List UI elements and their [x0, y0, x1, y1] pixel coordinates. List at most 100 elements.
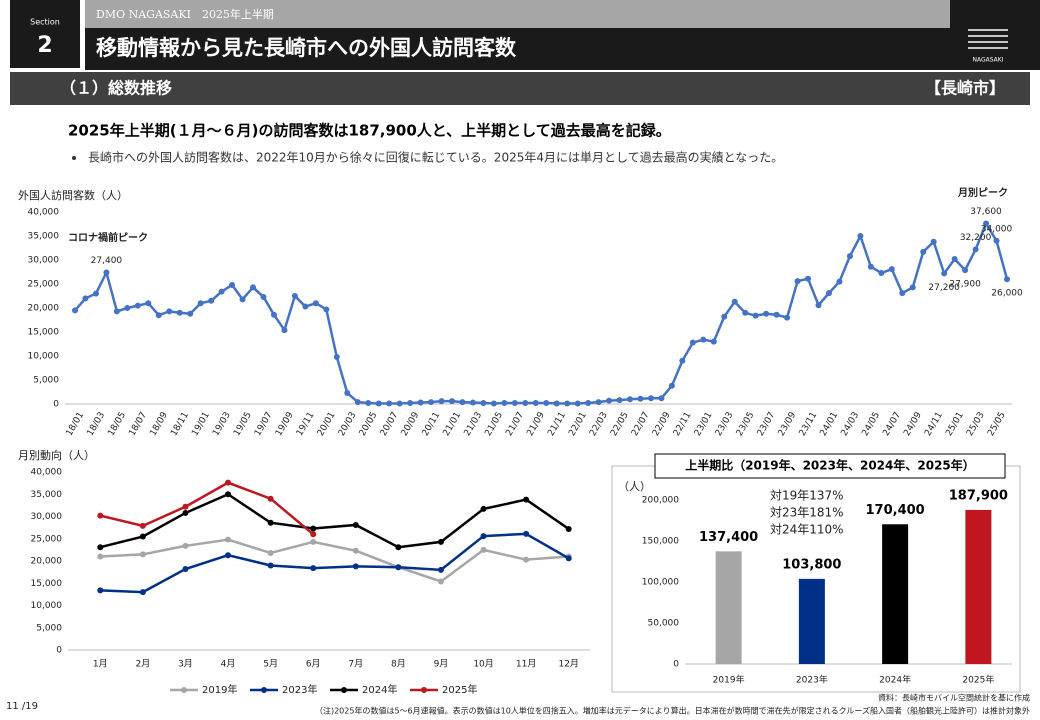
data-point — [250, 284, 257, 291]
x-tick-label: 25/03 — [965, 411, 987, 438]
page-number: 11 /19 — [6, 701, 38, 712]
y-tick-label: 25,000 — [28, 280, 60, 290]
data-point — [794, 278, 801, 285]
subheader-title: （１）総数推移 — [60, 79, 172, 98]
x-tick-label: 21/05 — [483, 411, 505, 438]
subheader-region: 【長崎市】 — [925, 79, 1005, 98]
x-tick-label: 2025年 — [962, 674, 994, 686]
x-tick-label: 2月 — [136, 659, 151, 670]
data-point — [365, 400, 372, 407]
annotation: 対24年110% — [770, 523, 844, 537]
data-point — [225, 491, 232, 498]
top-band — [85, 0, 950, 28]
data-point — [155, 312, 162, 319]
x-tick-label: 21/09 — [525, 410, 547, 438]
y-tick-label: 200,000 — [642, 496, 679, 506]
legend-marker — [261, 687, 267, 693]
y-tick-label: 50,000 — [648, 619, 680, 629]
headline: 2025年上半期(１月～６月)の訪問客数は187,900人と、上半期として過去最… — [68, 122, 671, 140]
data-point — [459, 399, 466, 406]
data-point — [139, 551, 146, 558]
data-point — [480, 400, 487, 407]
annotation: 対23年181% — [770, 506, 844, 520]
y-tick-label: 25,000 — [31, 534, 63, 544]
x-tick-label: 24/03 — [840, 411, 862, 438]
data-label: 170,400 — [866, 503, 925, 518]
data-point — [523, 530, 530, 537]
data-line — [74, 220, 1009, 405]
data-point — [145, 300, 152, 307]
y-tick-label: 0 — [53, 400, 59, 410]
data-point — [97, 544, 104, 551]
data-point — [480, 505, 487, 512]
data-point — [909, 284, 916, 291]
data-point — [97, 512, 104, 519]
x-tick-label: 21/07 — [504, 411, 526, 438]
data-point — [637, 395, 644, 402]
data-point — [97, 553, 104, 560]
x-tick-label: 10月 — [473, 659, 493, 670]
data-line — [99, 481, 315, 536]
y-tick-label: 35,000 — [31, 490, 63, 500]
y-tick-label: 15,000 — [31, 579, 63, 589]
data-point — [616, 397, 623, 404]
x-tick-label: 19/11 — [295, 411, 317, 438]
y-tick-label: 30,000 — [28, 256, 60, 266]
data-point — [225, 536, 232, 543]
y-tick-label: 30,000 — [31, 512, 63, 522]
data-point — [522, 400, 529, 407]
y-tick-label: 100,000 — [642, 578, 679, 588]
x-tick-label: 18/09 — [148, 410, 170, 438]
logo-box — [950, 0, 1040, 70]
y-tick-label: 20,000 — [28, 304, 60, 314]
x-tick-label: 24/11 — [923, 411, 945, 438]
data-point — [344, 389, 351, 396]
data-line — [100, 532, 570, 594]
data-point — [689, 339, 696, 346]
x-tick-label: 23/11 — [798, 411, 820, 438]
x-tick-label: 2023年 — [796, 674, 828, 686]
data-point — [448, 398, 455, 405]
data-point — [134, 302, 141, 309]
data-point — [647, 395, 654, 402]
data-point — [310, 565, 317, 572]
data-point — [574, 400, 581, 407]
x-tick-label: 23/09 — [777, 410, 799, 438]
data-point — [218, 288, 225, 295]
data-point — [731, 298, 738, 305]
page-title: 移動情報から見た長崎市への外国人訪問客数 — [96, 36, 517, 60]
x-tick-label: 19/05 — [232, 411, 254, 438]
data-point — [668, 382, 675, 389]
data-point — [267, 495, 274, 502]
data-point — [310, 531, 317, 538]
data-point — [225, 479, 232, 486]
data-point — [836, 278, 843, 285]
data-point — [208, 297, 215, 304]
data-point — [267, 562, 274, 569]
x-tick-label: 19/01 — [190, 411, 212, 438]
x-tick-label: 11月 — [516, 659, 536, 670]
data-point — [176, 309, 183, 316]
data-point — [417, 399, 424, 406]
x-tick-label: 2019年 — [713, 674, 745, 686]
data-point — [139, 589, 146, 596]
data-point — [941, 270, 948, 277]
data-point — [490, 400, 497, 407]
data-point — [658, 395, 665, 402]
y-axis-label: 月別動向（人） — [18, 448, 95, 462]
section-label: Section — [30, 18, 60, 27]
data-point — [124, 305, 131, 311]
data-point — [511, 400, 518, 407]
data-point — [784, 314, 791, 321]
data-point — [993, 237, 1000, 244]
data-point — [139, 533, 146, 540]
x-tick-label: 20/07 — [379, 411, 401, 438]
data-point — [565, 555, 572, 562]
x-tick-label: 4月 — [221, 659, 236, 670]
x-tick-label: 23/01 — [693, 411, 715, 438]
section-number: 2 — [37, 33, 52, 58]
data-point — [710, 338, 717, 345]
data-point — [523, 496, 530, 503]
data-point — [182, 542, 189, 549]
